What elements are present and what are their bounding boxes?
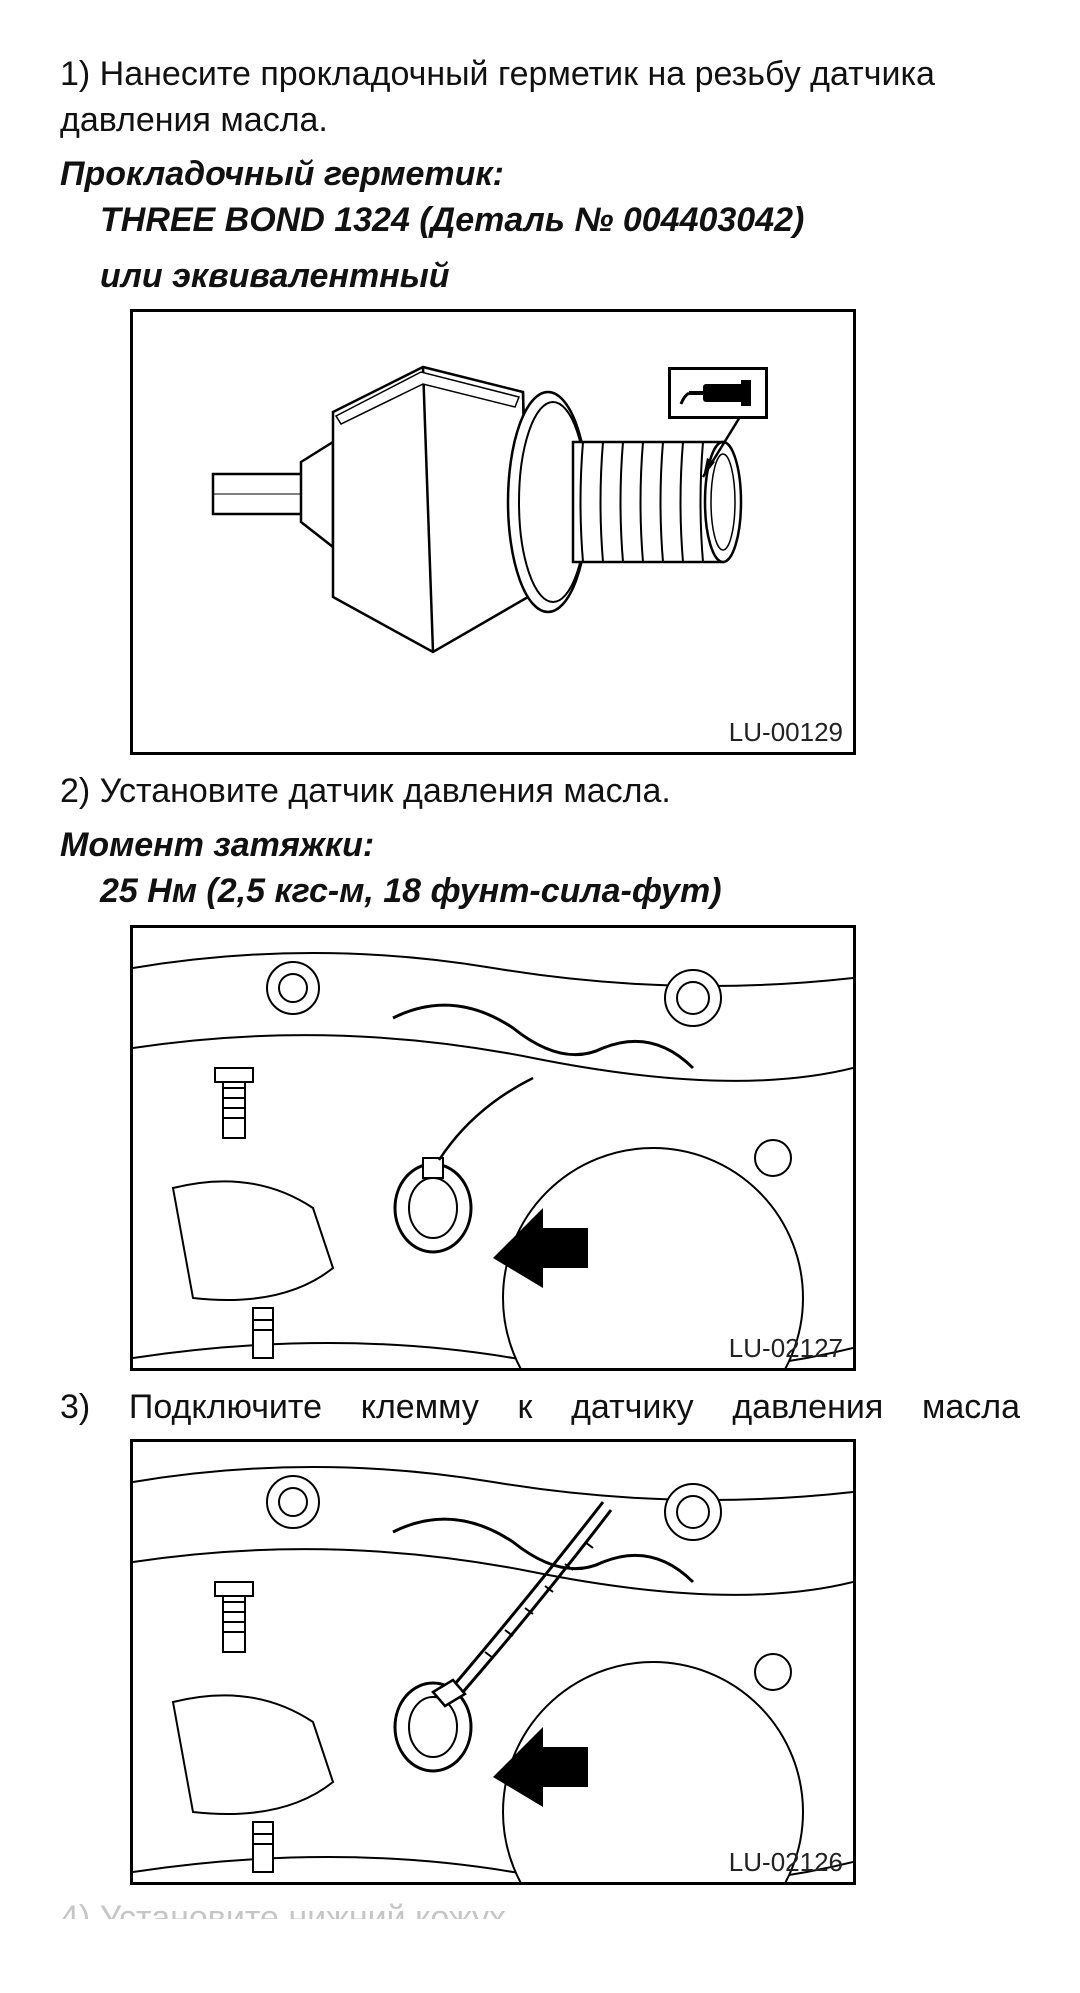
sealant-callout-icon [668,367,768,419]
sealant-spec-line2: или эквивалентный [60,254,1020,300]
sealant-spec-line1: THREE BOND 1324 (Деталь № 004403042) [60,198,1020,244]
figure-1-id: LU-00129 [729,717,843,748]
figure-3-svg [133,1442,853,1882]
step-4-text-cutoff: 4) Установите нижний кожух [60,1899,1020,1919]
figure-2-svg [133,928,853,1368]
torque-spec-title: Момент затяжки: [60,823,1020,869]
torque-spec-value: 25 Нм (2,5 кгс-м, 18 фунт-сила-фут) [60,869,1020,915]
step-1-text: 1) Нанесите прокладочный герметик на рез… [60,52,1020,144]
figure-2-id: LU-02127 [729,1333,843,1364]
step-2-text: 2) Установите датчик давления масла. [60,769,1020,815]
figure-1: LU-00129 [130,309,856,755]
figure-2: LU-02127 [130,925,856,1371]
step-3-text: 3) Подключите клемму к датчику давления … [60,1385,1020,1431]
sealant-spec-title: Прокладочный герметик: [60,152,1020,198]
figure-3-id: LU-02126 [729,1847,843,1878]
figure-3: LU-02126 [130,1439,856,1885]
